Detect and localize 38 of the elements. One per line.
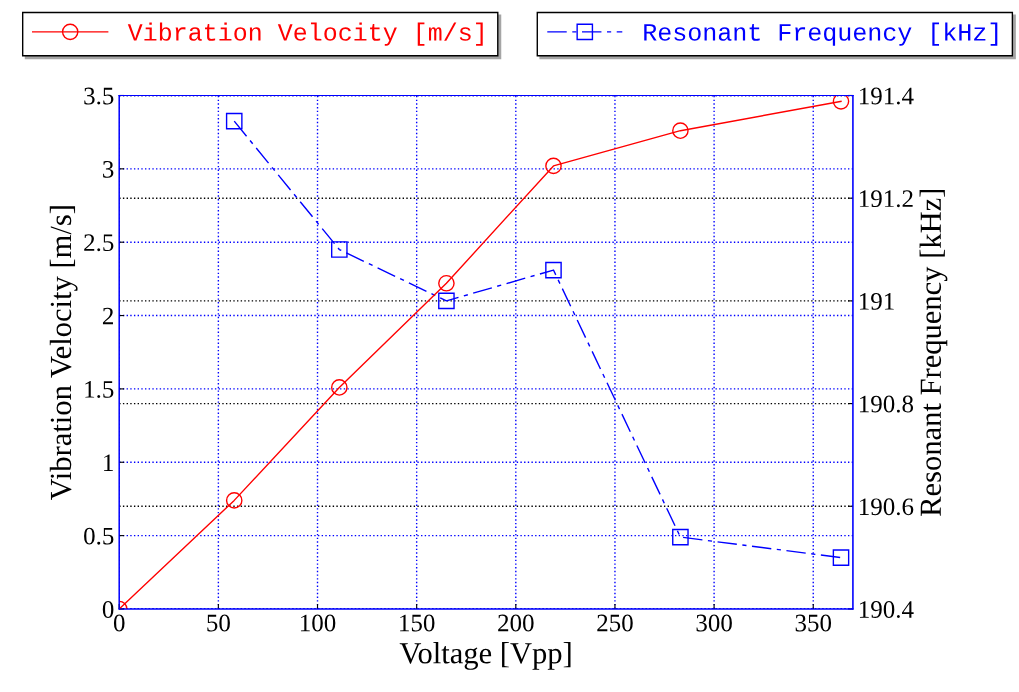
point	[438, 292, 455, 310]
x-tick-label: 250	[597, 614, 633, 632]
point	[545, 261, 562, 279]
x-tick-label: 350	[795, 614, 832, 632]
point	[672, 122, 689, 140]
y-tick-label: 3	[103, 160, 114, 178]
x-tick-label: 50	[207, 614, 230, 632]
point	[330, 241, 348, 258]
y2-tick-label: 191.4	[859, 87, 914, 105]
point	[832, 549, 850, 566]
y2-tick-label: 190.4	[859, 601, 914, 618]
y2-axis-title: Resonant Frequency [kHz]	[919, 189, 948, 516]
y-tick-label: 0.5	[84, 527, 114, 545]
y2-tick-label: 191	[859, 293, 894, 310]
y2-tick-label: 191.2	[859, 190, 913, 208]
y-tick-label: 0	[102, 601, 114, 618]
y2-tick-label: 190.6	[859, 498, 914, 516]
y-tick-label: 2.5	[84, 234, 114, 252]
point	[832, 95, 850, 110]
point	[225, 112, 243, 130]
y2-tick-label: 190.8	[859, 395, 914, 413]
x-tick-label: 100	[300, 614, 336, 632]
y-tick-label: 3.5	[84, 87, 114, 105]
point	[672, 528, 689, 546]
x-tick-label: 300	[696, 614, 732, 632]
x-tick-label: 200	[498, 614, 534, 632]
point	[545, 157, 562, 175]
y-tick-label: 1	[104, 454, 113, 471]
y-tick-label: 1.5	[85, 381, 114, 398]
point	[330, 379, 348, 396]
y-tick-label: 2	[102, 307, 113, 325]
y-axis-title: Vibration Velocity [m/s]	[49, 206, 78, 501]
point	[438, 274, 455, 292]
point	[225, 492, 243, 509]
x-tick-label: 150	[400, 614, 435, 632]
legend-label: Vibration Velocity [m/s]	[127, 22, 483, 46]
x-axis-title: Voltage [Vpp]	[399, 642, 571, 670]
legend-label: Resonant Frequency [kHz]	[644, 22, 998, 46]
